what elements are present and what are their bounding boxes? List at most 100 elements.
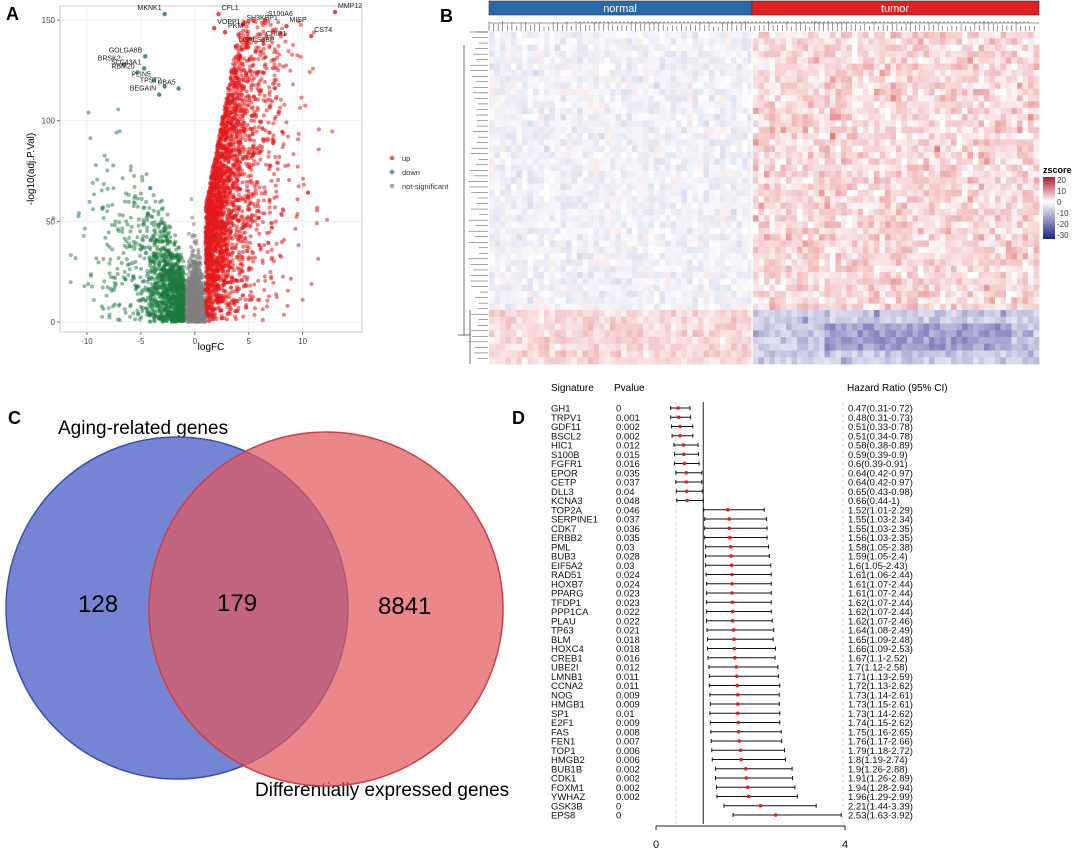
down-point [110, 203, 114, 207]
up-point [273, 47, 277, 51]
down-point [133, 317, 137, 321]
up-point [296, 137, 300, 141]
down-point [163, 253, 167, 257]
up-point [222, 159, 226, 163]
ns-point [190, 216, 194, 220]
up-point [252, 94, 256, 98]
down-point [100, 188, 104, 192]
down-point [152, 271, 156, 275]
up-point [222, 151, 226, 155]
up-point [258, 50, 262, 54]
up-point [244, 298, 248, 302]
down-point [134, 266, 138, 270]
down-point [168, 276, 172, 280]
up-point [235, 96, 239, 100]
down-point [145, 235, 149, 239]
up-point [215, 258, 219, 262]
ns-point [195, 282, 199, 286]
up-point [273, 205, 277, 209]
down-point [152, 193, 156, 197]
up-point [225, 196, 229, 200]
up-point [249, 100, 253, 104]
up-point [243, 133, 247, 137]
up-point [325, 218, 329, 222]
down-point [172, 280, 176, 284]
up-point [270, 248, 274, 252]
up-point [257, 298, 261, 302]
up-point [224, 301, 228, 305]
down-point [173, 254, 177, 258]
up-point [218, 264, 222, 268]
up-point [236, 218, 240, 222]
up-point [263, 94, 267, 98]
up-point [244, 72, 248, 76]
up-point [235, 135, 239, 139]
down-point [127, 236, 131, 240]
down-point [180, 317, 184, 321]
down-point [111, 276, 115, 280]
up-point [238, 262, 242, 266]
up-point [204, 299, 208, 303]
up-point [274, 220, 278, 224]
up-point [217, 145, 221, 149]
down-point [155, 247, 159, 251]
up-point [227, 295, 231, 299]
up-point [269, 179, 273, 183]
up-point [253, 184, 257, 188]
up-point [284, 120, 288, 124]
down-point [137, 224, 141, 228]
up-point [212, 208, 216, 212]
up-point [246, 216, 250, 220]
down-point [167, 258, 171, 262]
down-point [122, 251, 126, 255]
down-point [106, 204, 110, 208]
up-point [256, 25, 260, 29]
down-point [121, 176, 125, 180]
down-point [177, 257, 181, 261]
up-point [216, 300, 220, 304]
down-point [120, 261, 124, 265]
up-point [220, 316, 224, 320]
ns-point [199, 276, 203, 280]
volcano-y-tick-label: 100 [42, 117, 56, 126]
down-point [141, 297, 145, 301]
down-point [136, 205, 140, 209]
down-point [117, 256, 121, 260]
down-point [69, 253, 73, 257]
down-point [86, 282, 90, 286]
up-point [278, 106, 282, 110]
volcano-y-axis-label: -log10(adj.P.Val) [26, 133, 37, 205]
up-point [248, 96, 252, 100]
down-point [127, 200, 131, 204]
ns-point [188, 271, 192, 275]
down-point [164, 274, 168, 278]
up-point [209, 203, 213, 207]
down-point [158, 264, 162, 268]
down-point [94, 163, 98, 167]
ns-point [192, 254, 196, 258]
down-point [166, 242, 170, 246]
up-point [273, 78, 277, 82]
up-point [301, 298, 305, 302]
ns-point [186, 307, 190, 311]
down-point [112, 288, 116, 292]
up-point [267, 155, 271, 159]
down-point [82, 234, 86, 238]
up-point [204, 274, 208, 278]
down-point [129, 168, 133, 172]
up-point [239, 93, 243, 97]
up-point [255, 202, 259, 206]
up-point [269, 275, 273, 279]
down-point [108, 287, 112, 291]
up-point [262, 71, 266, 75]
up-point [272, 86, 276, 90]
up-point [258, 92, 262, 96]
down-point [128, 229, 132, 233]
up-point [240, 47, 244, 51]
up-point [240, 180, 244, 184]
up-point [229, 230, 233, 234]
up-point [210, 186, 214, 190]
up-point [224, 237, 228, 241]
ns-point [193, 262, 197, 266]
up-point [258, 243, 262, 247]
